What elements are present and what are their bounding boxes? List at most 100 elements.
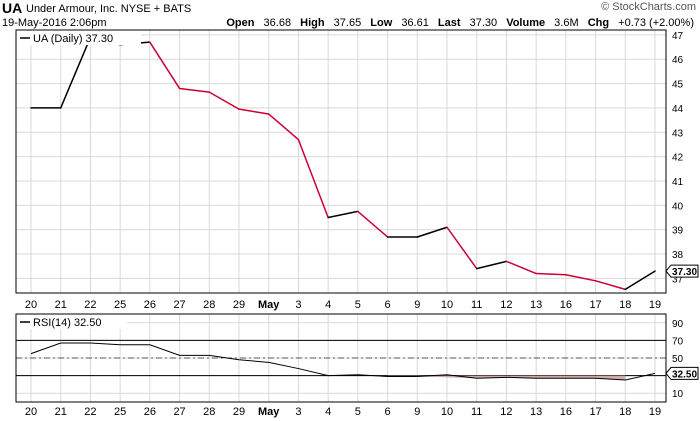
rsi-last-value-tag-text: 32.50 [672,369,697,380]
rsi-x-tick-label: 26 [144,406,156,418]
price-line-segment [327,210,359,219]
rsi-x-tick-label: 9 [414,406,420,418]
price-line-segment [505,260,537,275]
price-x-tick-label: 29 [233,299,245,311]
price-line-segment [357,210,389,238]
last-value: 37.30 [469,17,498,29]
price-x-tick-label: 12 [500,299,512,311]
rsi-x-tick-label: 25 [114,406,126,418]
rsi-x-tick-label: May [258,406,280,418]
high-label: High [300,17,325,29]
price-y-tick-label: 42 [672,153,684,164]
ticker-symbol: UA [2,0,23,16]
price-line-segment [238,108,270,115]
quote-datetime: 19-May-2016 2:06pm [2,17,107,29]
price-x-tick-label: 10 [441,299,453,311]
rsi-x-tick-label: 13 [530,406,542,418]
price-y-tick-label: 43 [672,128,684,139]
rsi-last-value-tag: 32.50 [665,366,699,380]
price-x-tick-label: 13 [530,299,542,311]
price-pane-background [16,30,666,293]
price-line-segment [149,41,181,90]
rsi-y-tick-label: 90 [672,319,684,330]
price-y-tick-label: 37 [672,274,684,285]
change-value: +0.73 (+2.00%) [618,17,694,29]
rsi-x-tick-label: 17 [589,406,601,418]
price-line-segment [535,272,567,276]
price-line-segment [446,226,478,270]
rsi-x-tick-label: 27 [173,406,185,418]
change-label: Chg [587,17,610,29]
price-x-tick-label: 9 [414,299,420,311]
rsi-x-tick-label: 6 [385,406,391,418]
last-label: Last [437,17,461,29]
open-label: Open [226,17,255,29]
price-last-value-tag-box [665,264,699,278]
rsi-legend-background [17,315,127,329]
price-last-value-tag: 37.30 [665,264,699,278]
price-x-tick-label: 19 [649,299,661,311]
rsi-x-tick-label: 28 [203,406,215,418]
price-line-segment [565,273,597,282]
price-y-tick-label: 45 [672,80,684,91]
price-x-tick-label: 21 [55,299,67,311]
price-x-tick-label: 3 [295,299,301,311]
price-x-tick-label: 16 [560,299,572,311]
price-pane-border [15,29,667,294]
rsi-x-tick-label: 5 [355,406,361,418]
price-line-segment [267,113,300,141]
rsi-x-tick-label: 3 [295,406,301,418]
rsi-pane-border [15,313,667,403]
price-x-tick-label: May [258,299,280,311]
price-y-tick-label: 46 [672,55,684,66]
rsi-line [30,342,656,381]
rsi-y-tick-label: 10 [672,389,684,400]
rsi-x-tick-label: 11 [471,406,482,418]
rsi-x-tick-label: 12 [500,406,512,418]
rsi-last-value-tag-box [665,366,699,380]
price-last-value-tag-text: 37.30 [672,267,697,278]
price-line-segment [416,226,448,238]
price-x-tick-label: 6 [385,299,391,311]
price-y-tick-label: 38 [672,250,684,261]
price-x-tick-label: 11 [471,299,482,311]
rsi-y-tick-label: 70 [672,336,684,347]
price-x-tick-label: 25 [114,299,126,311]
price-x-tick-label: 27 [173,299,185,311]
price-y-tick-label: 40 [672,201,684,212]
low-label: Low [370,17,393,29]
price-line-segment [475,260,508,270]
price-line-segment [297,138,329,219]
copyright-link[interactable]: © StockCharts.com [601,1,696,13]
price-x-tick-label: 18 [619,299,631,311]
volume-label: Volume [506,17,546,29]
price-x-tick-label: 22 [84,299,96,311]
rsi-y-tick-label: 50 [672,354,684,365]
price-x-tick-label: 5 [355,299,361,311]
high-value: 37.65 [333,17,362,29]
volume-value: 3.6M [554,17,579,29]
price-y-tick-label: 39 [672,226,684,237]
rsi-x-tick-label: 21 [55,406,67,418]
rsi-oversold-fill [387,375,626,380]
price-line-segment [208,91,240,110]
rsi-x-tick-label: 19 [649,406,661,418]
price-y-tick-label: 41 [672,177,684,188]
company-name: Under Armour, Inc. NYSE + BATS [26,3,192,15]
price-legend-background [17,31,141,45]
rsi-x-tick-label: 16 [560,406,572,418]
price-x-tick-label: 28 [203,299,215,311]
open-value: 36.68 [263,17,292,29]
rsi-x-tick-label: 18 [619,406,631,418]
rsi-x-tick-label: 10 [441,406,453,418]
price-x-tick-label: 17 [589,299,601,311]
rsi-x-tick-label: 22 [84,406,96,418]
price-line-segment [594,280,627,291]
rsi-x-tick-label: 29 [233,406,245,418]
price-y-tick-label: 47 [672,31,684,42]
rsi-x-tick-label: 20 [25,406,37,418]
low-value: 36.61 [401,17,429,29]
price-legend-label: UA (Daily) 37.30 [33,33,113,45]
rsi-legend-label: RSI(14) 32.50 [33,317,101,329]
